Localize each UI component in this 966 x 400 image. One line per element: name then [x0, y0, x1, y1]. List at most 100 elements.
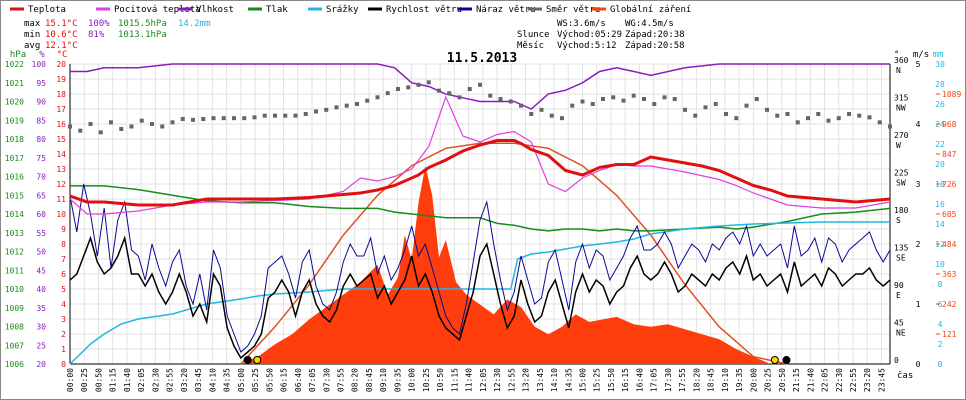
temp-tick: 2 — [61, 330, 66, 339]
wind-dir-point — [324, 107, 329, 112]
wind-dir-point — [662, 95, 667, 100]
x-tick-label: 06:15 — [280, 368, 289, 392]
wind-dir-point — [580, 99, 585, 104]
temp-tick: 15 — [56, 135, 66, 144]
x-tick-label: 11:40 — [465, 368, 474, 392]
x-tick-label: 21:15 — [792, 368, 801, 392]
wind-dir-point — [437, 88, 441, 93]
legend-label: Teplota — [28, 5, 66, 15]
hpa-tick: 1013 — [5, 229, 24, 238]
wind-dir-point — [416, 82, 421, 87]
x-tick-label: 15:00 — [579, 368, 588, 392]
x-tick-label: 06:40 — [294, 368, 303, 392]
wind-dir-point — [211, 116, 216, 121]
x-tick-label: 02:30 — [151, 368, 160, 392]
x-tick-label: 05:25 — [251, 368, 260, 392]
rad-tick: 363 — [942, 270, 957, 279]
mm-tick: 28 — [935, 80, 945, 89]
wind-dir-point — [139, 118, 144, 123]
rad-tick: 847 — [942, 150, 957, 159]
ms-tick: 2 — [916, 240, 921, 249]
temp-tick: 18 — [56, 90, 66, 99]
x-tick-label: 23:45 — [877, 368, 886, 392]
x-tick-label: 20:00 — [749, 368, 758, 392]
wind-dir-point — [150, 122, 154, 126]
dir-label: N — [896, 66, 901, 75]
stat-avg-label: avg — [24, 41, 40, 51]
mm-tick: 22 — [935, 140, 945, 149]
dir-label: S — [896, 216, 901, 225]
x-tick-label: 14:10 — [550, 368, 559, 392]
wind-dir-point — [826, 118, 831, 123]
wind-dir-point — [785, 112, 790, 116]
wind-dir-point — [529, 112, 534, 116]
x-tick-label: 10:00 — [408, 368, 417, 392]
pct-tick: 40 — [36, 285, 46, 294]
x-tick-label: 09:10 — [379, 368, 388, 392]
series-humidity — [70, 63, 890, 110]
x-tick-label: 07:30 — [322, 368, 331, 392]
x-tick-label: 08:45 — [365, 368, 374, 392]
x-tick-label: 15:50 — [607, 368, 616, 392]
dir-label: E — [896, 291, 901, 300]
x-tick-label: 07:05 — [308, 368, 317, 392]
temp-tick: 1 — [61, 345, 66, 354]
wind-dir-point — [119, 127, 124, 131]
wind-dir-point — [836, 116, 841, 121]
wind-dir-point — [129, 124, 134, 129]
mm-tick: 20 — [935, 160, 945, 169]
x-tick-label: 08:20 — [351, 368, 360, 392]
moon-rise: Východ:5:12 — [557, 41, 617, 51]
rad-tick: 605 — [942, 210, 957, 219]
wind-dir-point — [68, 124, 72, 129]
pct-tick: 85 — [36, 116, 46, 125]
x-tick-label: 13:45 — [536, 368, 545, 392]
wind-dir-point — [601, 97, 605, 101]
wind-dir-point — [734, 116, 739, 121]
temp-tick: 13 — [56, 165, 66, 174]
x-tick-label: 12:55 — [507, 368, 516, 392]
x-tick-label: 11:15 — [450, 368, 459, 392]
x-tick-label: 10:25 — [422, 368, 431, 392]
wind-dir-point — [426, 80, 431, 85]
dir-label: W — [896, 141, 901, 150]
stat-min-press: 1013.1hPa — [118, 30, 167, 40]
pct-tick: 60 — [36, 210, 46, 219]
mm-tick: 2 — [938, 340, 943, 349]
moonset-marker — [782, 356, 791, 364]
wind-dir-point — [683, 107, 687, 112]
stat-max-label: max — [24, 19, 41, 29]
x-tick-label: 20:25 — [764, 368, 773, 392]
mm-tick: 26 — [935, 100, 945, 109]
x-tick-label: 18:20 — [692, 368, 701, 392]
legend-label: Rychlost větru — [386, 5, 462, 15]
wind-dir-point — [385, 91, 390, 96]
x-tick-label: 17:55 — [678, 368, 687, 392]
dir-tick: 360 — [894, 56, 909, 65]
astro-info: WS:3.6m/s WG:4.5m/s Slunce Východ:05:29 … — [517, 19, 685, 51]
rad-tick: 1089 — [942, 90, 961, 99]
wind-dir-point — [713, 102, 718, 106]
rad-tick: 242 — [942, 300, 957, 309]
wind-dir-point — [447, 91, 452, 96]
x-tick-label: 22:30 — [835, 368, 844, 392]
x-tick-label: 05:00 — [237, 368, 246, 392]
legend-label: Pocitová teplota — [114, 5, 201, 15]
hpa-tick: 1006 — [5, 360, 24, 369]
wind-dir-point — [98, 130, 103, 135]
x-tick-label: 18:45 — [707, 368, 716, 392]
pct-tick: 30 — [36, 323, 46, 332]
stat-min-label: min — [24, 30, 40, 40]
mm-tick: 30 — [935, 60, 945, 69]
wind-dir-point — [252, 115, 257, 120]
hpa-tick: 1011 — [5, 266, 24, 275]
legend-label: Srážky — [326, 5, 359, 15]
stats-block: max 15.1°C 100% 1015.5hPa 14.2mm min 10.… — [24, 19, 211, 51]
hpa-tick: 1014 — [5, 210, 24, 219]
plot-area — [68, 63, 892, 365]
x-tick-label: 02:55 — [166, 368, 175, 392]
wind-dir-point — [795, 120, 800, 125]
wind-ws: WS:3.6m/s — [557, 19, 606, 29]
x-tick-label: 01:15 — [109, 368, 118, 392]
